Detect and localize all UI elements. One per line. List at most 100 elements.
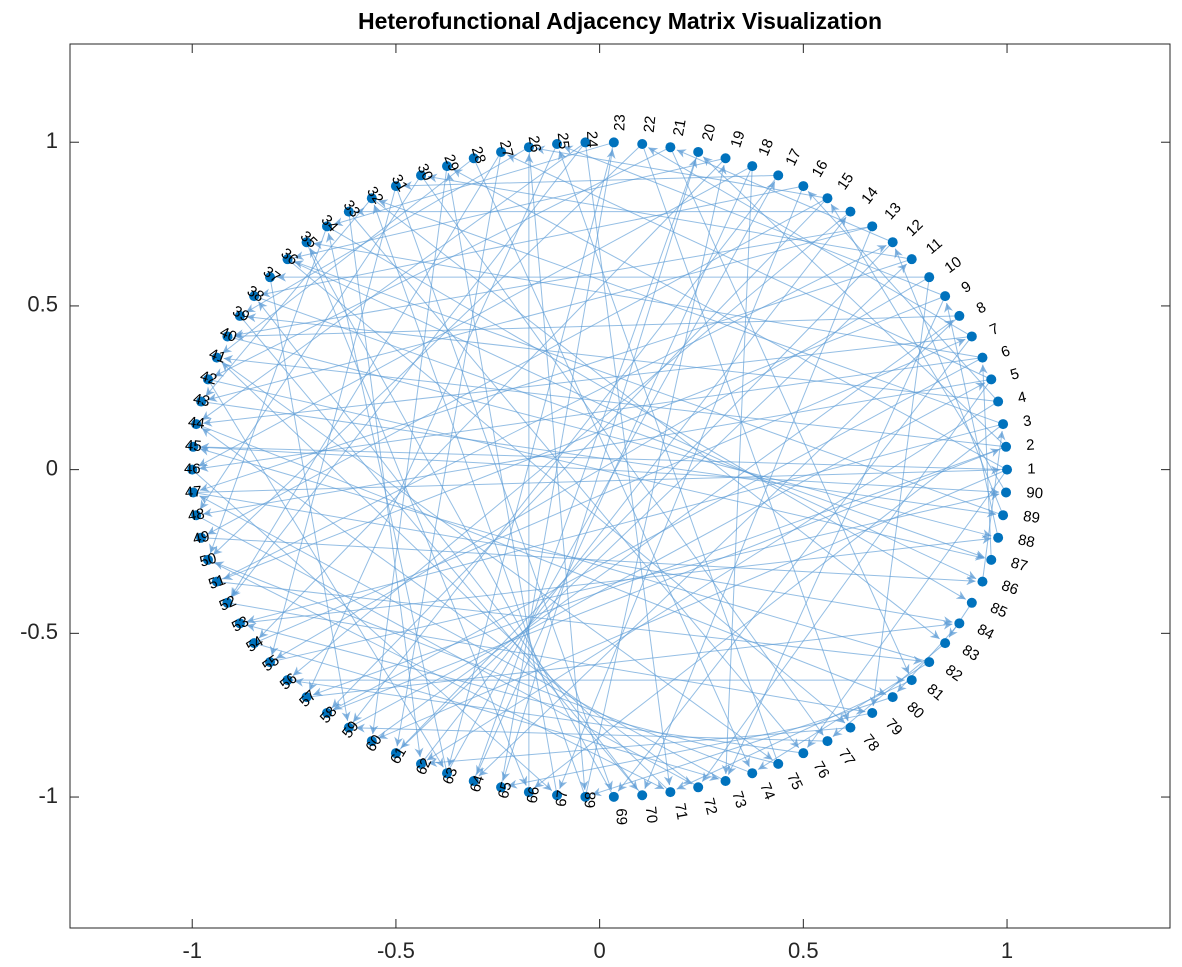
edge-6-35: [313, 240, 983, 359]
node-58: [322, 707, 333, 718]
node-23: [608, 137, 619, 148]
node-label-59: 59: [339, 718, 363, 742]
node-36: [282, 254, 293, 265]
node-22: [637, 139, 648, 150]
node-5: [986, 374, 997, 385]
edge-8-40: [234, 315, 960, 341]
node-label-20: 20: [699, 122, 720, 142]
node-label-32: 32: [363, 184, 386, 207]
edge-53-88: [239, 535, 992, 624]
node-label-39: 39: [230, 303, 253, 326]
node-label-46: 46: [184, 461, 201, 478]
edge-36-86: [287, 258, 977, 580]
node-16: [798, 181, 809, 192]
node-label-54: 54: [243, 633, 266, 656]
node-label-19: 19: [727, 129, 748, 150]
node-87: [986, 554, 997, 565]
node-39: [234, 310, 245, 321]
node-41: [211, 352, 222, 363]
node-11: [906, 254, 917, 265]
node-63: [442, 768, 453, 779]
edge-2-41: [223, 354, 1007, 448]
node-label-62: 62: [413, 755, 436, 777]
edge-59-5: [348, 382, 986, 729]
node-label-22: 22: [641, 115, 660, 133]
edge-35-66: [306, 242, 528, 786]
edge-4-39: [246, 313, 999, 403]
edge-73-47: [199, 495, 726, 782]
edge-7-44: [203, 335, 972, 427]
edge-16-67: [558, 185, 804, 789]
edge-89-36: [293, 260, 1004, 516]
node-label-84: 84: [974, 621, 997, 644]
node-83: [940, 638, 951, 649]
node-24: [580, 137, 591, 148]
x-tick-label: -0.5: [377, 938, 415, 963]
node-84: [954, 618, 965, 629]
edge-27-52: [230, 151, 502, 598]
edge-6-46: [199, 357, 983, 472]
edge-5-72: [701, 379, 992, 782]
x-axis: -1 -0.5 0 0.5 1: [182, 44, 1013, 963]
node-26: [523, 142, 534, 153]
edge-1-29: [452, 168, 1008, 471]
edge-9-25: [563, 145, 946, 297]
node-74: [747, 768, 758, 779]
node-label-90: 90: [1026, 484, 1044, 502]
edge-60-8: [371, 319, 954, 742]
edge-22-78: [641, 143, 850, 722]
edge-74-50: [214, 561, 753, 774]
edge-42-87: [207, 378, 985, 561]
node-label-43: 43: [192, 390, 212, 410]
edge-89-12: [894, 248, 1004, 516]
node-label-2: 2: [1026, 436, 1036, 454]
node-label-73: 73: [728, 789, 749, 810]
node-label-16: 16: [809, 157, 832, 180]
y-axis: 1 0.5 0 -0.5 -1: [20, 128, 1170, 808]
node-label-64: 64: [467, 773, 488, 794]
node-label-72: 72: [700, 796, 721, 816]
node-67: [552, 790, 563, 801]
edge-54-73: [253, 642, 719, 781]
edge-43-89: [201, 401, 997, 518]
edge-38-87: [253, 295, 985, 559]
node-label-70: 70: [642, 806, 661, 824]
edge-3-53: [246, 423, 1004, 624]
y-tick-label: 0: [46, 455, 58, 480]
node-82: [924, 657, 935, 668]
edge-76-56: [294, 677, 804, 754]
edge-18-64: [476, 165, 753, 775]
node-label-53: 53: [229, 613, 252, 636]
x-tick-label: -1: [182, 938, 202, 963]
node-label-28: 28: [468, 145, 489, 166]
node-49: [196, 532, 207, 543]
edge-90-15: [830, 203, 1007, 493]
node-label-85: 85: [988, 599, 1010, 621]
x-tick-label: 0: [594, 938, 606, 963]
node-46: [187, 464, 198, 475]
node-61: [390, 748, 401, 759]
edge-24-52: [231, 142, 586, 598]
node-35: [301, 237, 312, 248]
node-label-74: 74: [756, 780, 778, 802]
node-label-83: 83: [959, 642, 982, 665]
edge-55-90: [269, 491, 1000, 663]
edge-layer: [191, 141, 1008, 798]
edge-69-35: [309, 248, 615, 798]
node-label-88: 88: [1016, 531, 1036, 551]
edge-22-50: [212, 143, 643, 556]
node-72: [693, 782, 704, 793]
node-label-77: 77: [835, 746, 858, 769]
edge-24-71: [584, 142, 673, 786]
edge-86-3: [981, 430, 1006, 582]
node-47: [188, 487, 199, 498]
edge-2-57: [312, 446, 1007, 696]
edge-75-25: [558, 150, 779, 765]
edge-13-40: [234, 225, 873, 339]
node-86: [977, 576, 988, 587]
node-1: [1002, 464, 1013, 475]
edge-52-79: [227, 602, 866, 715]
node-label-40: 40: [217, 324, 239, 346]
node-59: [343, 722, 354, 733]
